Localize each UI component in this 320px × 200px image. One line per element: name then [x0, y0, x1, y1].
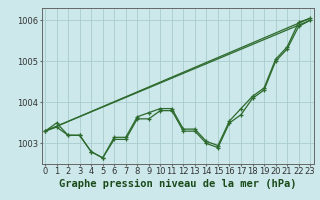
- X-axis label: Graphe pression niveau de la mer (hPa): Graphe pression niveau de la mer (hPa): [59, 179, 296, 189]
